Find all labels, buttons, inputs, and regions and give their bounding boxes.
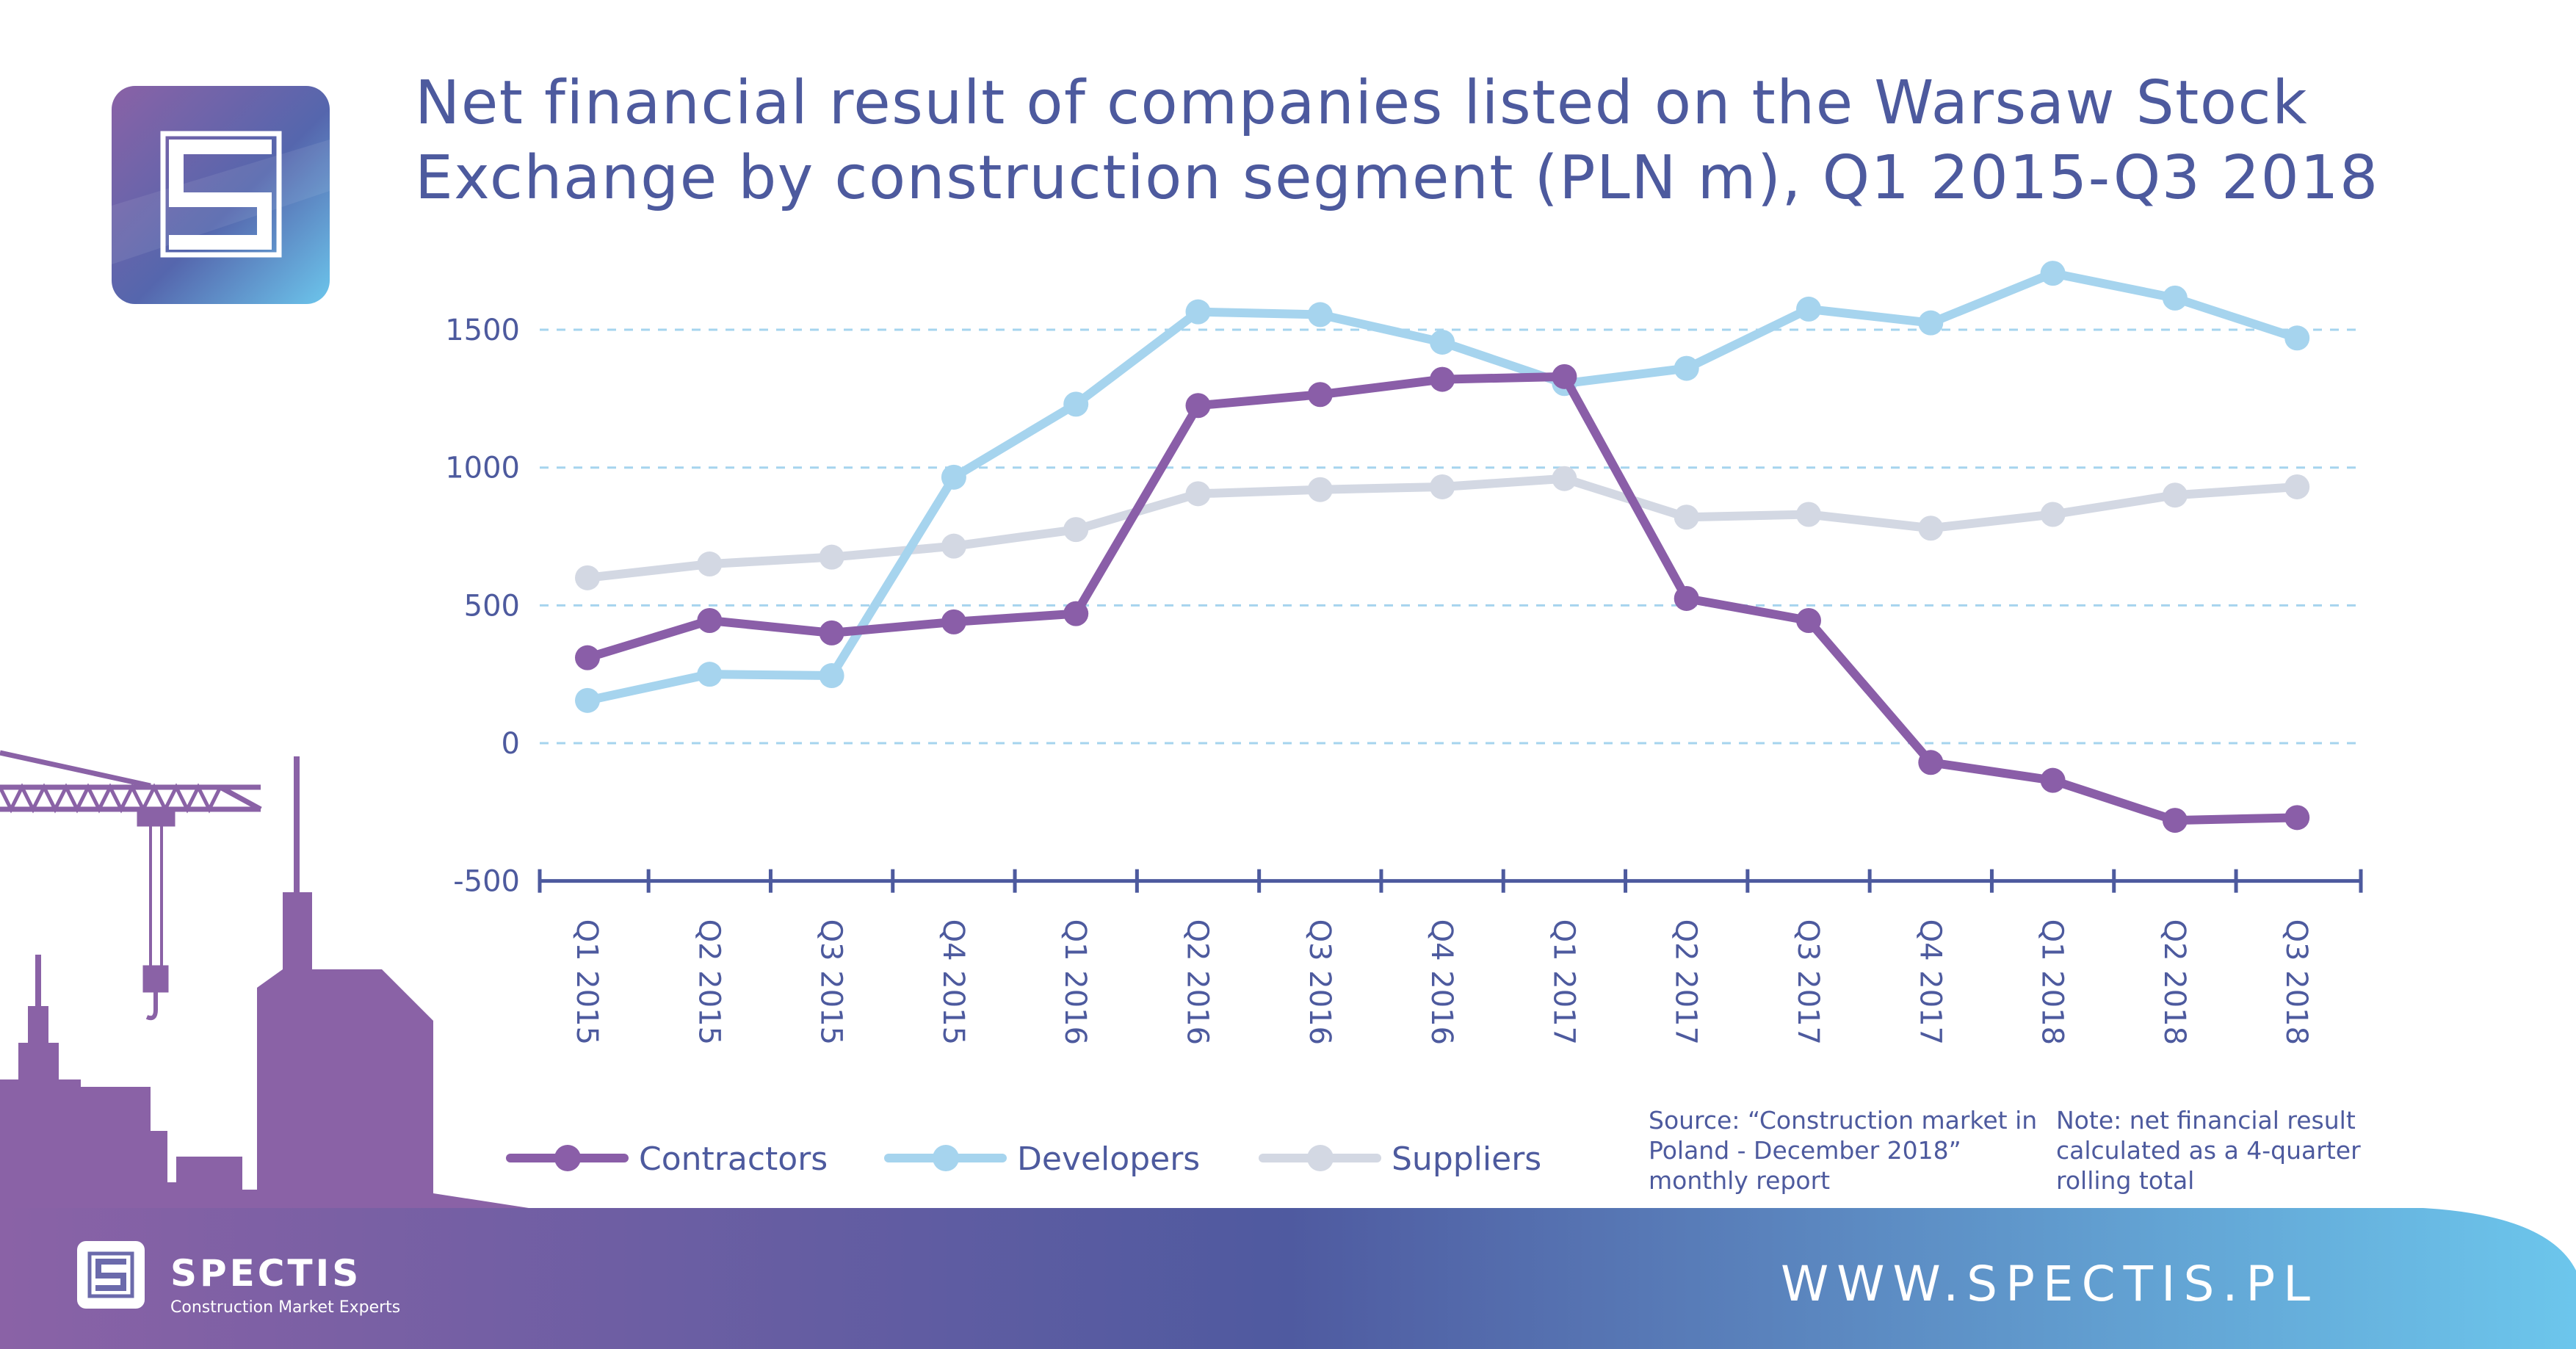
data-point-contractors xyxy=(1063,601,1089,626)
data-point-suppliers xyxy=(819,544,844,570)
chart-title-line-1: Net financial result of companies listed… xyxy=(415,68,2309,138)
data-point-suppliers xyxy=(1430,474,1455,499)
footer-band xyxy=(0,1208,2576,1349)
legend-label-developers: Developers xyxy=(1017,1140,1200,1178)
data-point-developers xyxy=(941,464,966,490)
data-point-developers xyxy=(575,687,600,713)
data-point-contractors xyxy=(1918,750,1944,775)
data-point-contractors xyxy=(575,645,600,670)
data-point-developers xyxy=(2040,261,2066,286)
data-point-developers xyxy=(1307,302,1333,328)
x-tick-label: Q2 2016 xyxy=(1181,919,1215,1045)
data-point-contractors xyxy=(2162,808,2188,833)
data-point-developers xyxy=(1918,310,1944,336)
y-tick-label: -500 xyxy=(453,865,520,899)
data-point-suppliers xyxy=(1185,481,1211,507)
brand-name: SPECTIS xyxy=(170,1252,362,1295)
source-note: Source: “Construction market in Poland -… xyxy=(1649,1106,2038,1195)
data-point-suppliers xyxy=(1552,466,1577,491)
data-point-developers xyxy=(1796,296,1821,322)
x-tick-label: Q4 2017 xyxy=(1913,919,1947,1045)
data-point-suppliers xyxy=(2284,474,2310,499)
chart-gridlines xyxy=(540,328,2361,745)
data-point-suppliers xyxy=(697,551,723,577)
data-point-contractors xyxy=(1674,585,1699,611)
series-line-contractors xyxy=(583,372,2302,825)
data-point-developers xyxy=(1430,329,1455,355)
data-point-contractors xyxy=(2040,767,2066,793)
data-point-suppliers xyxy=(1918,516,1944,541)
x-tick-label: Q3 2017 xyxy=(1791,919,1825,1045)
data-point-developers xyxy=(2162,285,2188,311)
chart-title: Net financial result of companies listed… xyxy=(415,66,2398,216)
legend-label-suppliers: Suppliers xyxy=(1392,1140,1541,1178)
data-point-contractors xyxy=(1796,607,1821,633)
data-point-contractors xyxy=(819,620,844,645)
data-point-developers xyxy=(1674,355,1699,381)
data-point-developers xyxy=(1063,391,1089,417)
city-skyline-icon xyxy=(0,756,529,1208)
data-point-contractors xyxy=(1430,366,1455,392)
chart-axis: -500 0 500 1000 1500 Q1 2015 Q2 2015 Q3 2015 Q4 … xyxy=(445,314,2363,1045)
legend-swatch-dot-contractors xyxy=(554,1145,581,1171)
footer-url-link[interactable]: WWW.SPECTIS.PL xyxy=(1781,1256,2318,1312)
x-tick-label: Q1 2015 xyxy=(570,919,604,1045)
data-point-suppliers xyxy=(575,565,600,590)
data-point-developers xyxy=(819,663,844,689)
legend-swatch-dot-suppliers xyxy=(1307,1145,1334,1171)
x-tick-label: Q1 2017 xyxy=(1546,919,1580,1045)
crane-icon xyxy=(0,750,262,1021)
data-point-developers xyxy=(1185,299,1211,325)
data-point-contractors xyxy=(941,609,966,634)
calculation-note: Note: net financial result calculated as… xyxy=(2056,1106,2361,1195)
data-point-suppliers xyxy=(2040,502,2066,527)
x-tick-label: Q4 2016 xyxy=(1425,919,1458,1045)
legend-label-contractors: Contractors xyxy=(639,1140,828,1178)
data-point-suppliers xyxy=(2162,482,2188,508)
data-point-developers xyxy=(697,662,723,687)
x-tick-label: Q3 2018 xyxy=(2279,919,2313,1045)
spectis-footer-logo-icon xyxy=(77,1241,145,1309)
chart-title-line-2: Exchange by construction segment (PLN m)… xyxy=(415,143,2379,213)
x-tick-label: Q1 2018 xyxy=(2036,919,2069,1045)
data-point-suppliers xyxy=(1307,477,1333,502)
y-tick-label: 500 xyxy=(464,589,520,623)
y-tick-label: 1000 xyxy=(445,452,520,485)
x-tick-label: Q4 2015 xyxy=(936,919,970,1045)
y-tick-label: 0 xyxy=(502,727,520,761)
legend-swatch-dot-developers xyxy=(933,1145,959,1171)
data-point-contractors xyxy=(1307,382,1333,408)
data-point-suppliers xyxy=(1674,504,1699,530)
data-point-suppliers xyxy=(941,533,966,559)
data-point-contractors xyxy=(697,607,723,633)
data-point-contractors xyxy=(2284,805,2310,831)
data-point-contractors xyxy=(1185,393,1211,419)
data-point-suppliers xyxy=(1796,502,1821,527)
x-tick-label: Q2 2015 xyxy=(692,919,726,1045)
x-tick-label: Q1 2016 xyxy=(1058,919,1092,1045)
data-point-suppliers xyxy=(1063,517,1089,543)
data-point-contractors xyxy=(1552,364,1577,389)
brand-tagline: Construction Market Experts xyxy=(170,1298,401,1317)
x-tick-label: Q3 2015 xyxy=(814,919,848,1045)
chart-series xyxy=(575,261,2310,833)
x-tick-label: Q2 2017 xyxy=(1669,919,1703,1045)
x-tick-label: Q3 2016 xyxy=(1303,919,1336,1045)
x-tick-label: Q2 2018 xyxy=(2157,919,2191,1045)
chart-legend: Contractors Developers Suppliers xyxy=(506,1140,1541,1178)
spectis-logo-icon xyxy=(112,86,330,304)
y-tick-label: 1500 xyxy=(445,314,520,347)
data-point-developers xyxy=(2284,325,2310,351)
